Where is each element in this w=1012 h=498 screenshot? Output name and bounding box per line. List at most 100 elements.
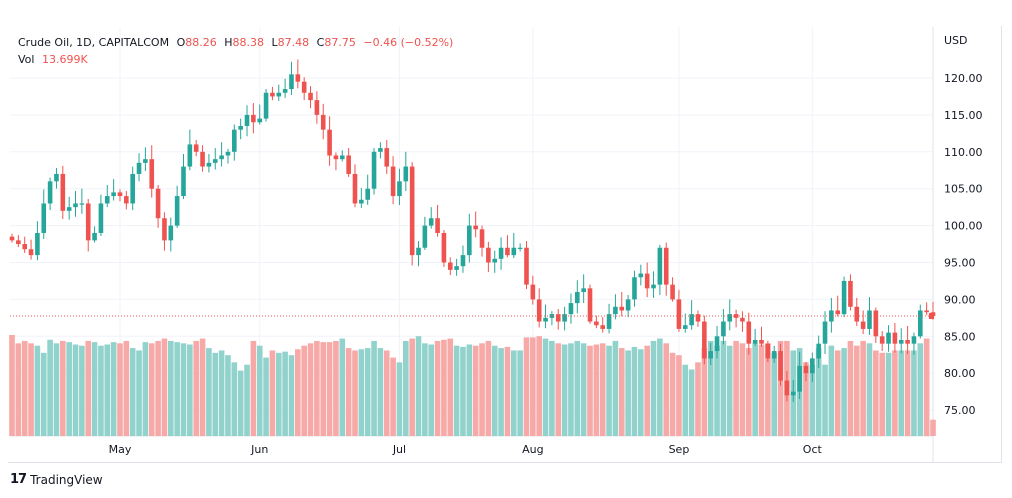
change-value: −0.46 (−0.52%) [363, 36, 454, 49]
candle-body [174, 196, 180, 226]
candle-body [860, 321, 866, 329]
volume-bar [9, 335, 15, 436]
candle-body [282, 89, 288, 93]
volume-bar [688, 369, 695, 436]
candle-body [473, 225, 478, 230]
volume-bar [79, 345, 85, 436]
tradingview-logo[interactable]: 17 TradingView [10, 472, 103, 487]
volume-bar [510, 350, 517, 436]
volume-bar [860, 340, 866, 436]
candle-body [257, 118, 263, 123]
candle-body [568, 303, 574, 315]
volume-bar [555, 343, 562, 436]
candle-body [759, 339, 764, 344]
candle-body [676, 299, 682, 329]
volume-bar [428, 344, 435, 436]
candle-body [428, 218, 434, 226]
volume-bar [898, 350, 905, 436]
volume-bar [422, 343, 428, 436]
candle-body [835, 310, 841, 315]
volume-bar [148, 343, 155, 436]
price-tick-label: 90.00 [944, 293, 976, 306]
candle-body [454, 266, 459, 270]
volume-bar [390, 357, 396, 436]
symbol-title[interactable]: Crude Oil, 1D, CAPITALCOM [18, 36, 170, 49]
volume-bar [828, 345, 835, 436]
tradingview-logo-text: TradingView [30, 472, 103, 487]
volume-bar [40, 352, 47, 436]
price-tick-label: 85.00 [944, 330, 976, 343]
volume-bar [320, 342, 327, 436]
volume-bar [371, 340, 377, 436]
candle-body [606, 314, 612, 329]
candle-body [22, 244, 28, 250]
candle-body [333, 155, 339, 160]
candle-body [911, 336, 917, 344]
volume-line: Vol 13.699K [18, 51, 457, 68]
volume-bar [314, 340, 320, 436]
candle-body [587, 288, 593, 322]
candle-body [124, 196, 129, 204]
candle-body [486, 247, 491, 263]
time-tick-label: May [109, 443, 132, 456]
candle-body [721, 321, 726, 337]
volume-bar [777, 340, 784, 436]
volume-bar [917, 343, 924, 436]
volume-bar [460, 346, 466, 436]
volume-bar [707, 340, 714, 436]
volume-bar [866, 343, 873, 436]
candle-body [682, 325, 688, 329]
volume-bar [517, 350, 523, 436]
candle-body [187, 144, 193, 167]
volume-bar [695, 362, 701, 436]
candle-body [327, 129, 332, 156]
volume-bar [218, 350, 225, 436]
volume-bar [479, 343, 485, 436]
volume-bar [180, 343, 187, 436]
candle-body [917, 310, 923, 337]
volume-bar [606, 345, 612, 436]
volume-bar [930, 419, 936, 436]
volume-bar [396, 362, 403, 436]
volume-bar [199, 338, 206, 436]
volume-bar [155, 340, 161, 436]
volume-bar [587, 345, 593, 436]
candle-body [879, 336, 885, 344]
volume-bar [85, 340, 92, 436]
volume-bar [206, 348, 212, 436]
candle-body [301, 81, 307, 93]
candle-body [206, 162, 212, 167]
candle-body [498, 247, 504, 259]
volume-bar [288, 355, 295, 436]
candle-body [320, 114, 326, 130]
volume-bar [803, 362, 809, 436]
candle-body [816, 343, 821, 359]
volume-bar [28, 343, 34, 436]
candle-body [168, 225, 174, 241]
candle-body [66, 207, 72, 211]
volume-bar [225, 355, 231, 436]
volume-bar [72, 344, 79, 436]
candle-body [536, 299, 542, 322]
volume-bar [193, 340, 199, 436]
candle-body [543, 317, 548, 322]
candle-body [359, 199, 364, 204]
candle-body [155, 188, 161, 219]
volume-bar [136, 350, 142, 436]
candle-body [28, 249, 34, 256]
volume-bar [720, 340, 727, 436]
volume-bar [21, 340, 28, 436]
candle-body [117, 192, 123, 197]
volume-bar [834, 350, 841, 436]
candle-body [130, 173, 135, 204]
candle-body [441, 232, 447, 263]
volume-bar [892, 350, 898, 436]
candle-body [244, 114, 250, 126]
volume-bar [415, 336, 422, 436]
chart-frame [8, 26, 1002, 463]
volume-bar [256, 345, 263, 436]
candle-body [365, 188, 370, 200]
volume-bar [104, 344, 111, 436]
candle-body [162, 218, 167, 241]
